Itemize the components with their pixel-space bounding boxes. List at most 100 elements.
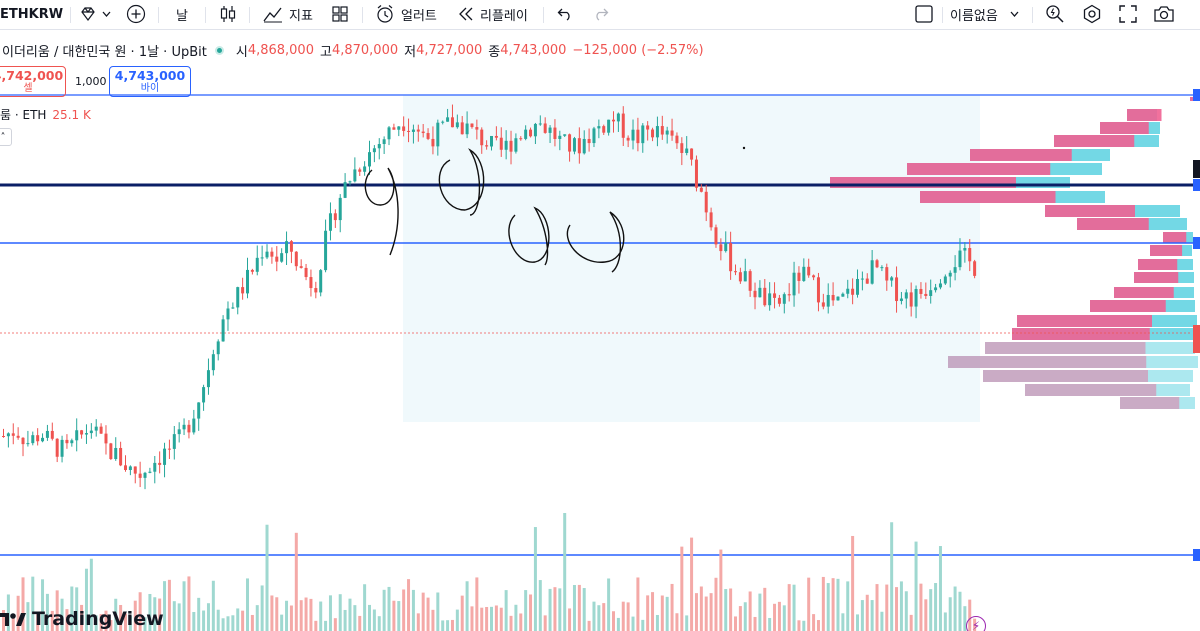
candle-up xyxy=(153,462,157,472)
hexagon-gear-icon xyxy=(1083,4,1101,24)
volume-bar xyxy=(6,594,10,631)
volume-legend: 룸 · ETH 25.1 K xyxy=(0,106,91,123)
volume-bar xyxy=(670,583,674,631)
alert-button[interactable]: 얼러트 xyxy=(375,0,437,28)
interval-button[interactable]: 날 xyxy=(176,0,188,28)
candle-up xyxy=(60,439,64,457)
order-quantity[interactable]: 1,000 xyxy=(75,75,107,88)
candle-down xyxy=(392,127,396,130)
toolbar-divider xyxy=(942,7,943,23)
volume-bar xyxy=(416,613,420,631)
volume-bar xyxy=(206,603,210,631)
candle-up xyxy=(504,140,508,150)
candle-up xyxy=(533,123,537,137)
volume-bar xyxy=(172,601,176,631)
symbol-title[interactable]: 이더리움 / 대한민국 원 · 1날 · UpBit xyxy=(2,44,207,60)
volume-profile-down-bar xyxy=(1077,218,1149,230)
candle-down xyxy=(714,227,718,245)
volume-bar xyxy=(821,576,825,631)
candle-down xyxy=(660,126,664,135)
indicators-button[interactable]: 지표 xyxy=(263,0,313,28)
volume-bar xyxy=(304,597,308,631)
candle-up xyxy=(958,250,962,268)
candle-down xyxy=(753,290,757,298)
volume-bar xyxy=(36,614,40,631)
quick-search-button[interactable] xyxy=(1045,0,1065,28)
candle-up xyxy=(206,370,210,388)
low-value: 4,727,000 xyxy=(416,42,483,58)
compare-add-button[interactable] xyxy=(126,0,146,28)
candle-up xyxy=(948,272,952,277)
candle-up xyxy=(934,287,938,291)
settings-button[interactable] xyxy=(1082,0,1102,28)
candle-up xyxy=(387,127,391,140)
candle-up xyxy=(514,138,518,152)
candle-down xyxy=(167,448,171,450)
fullscreen-button[interactable] xyxy=(1119,0,1137,28)
candle-up xyxy=(382,139,386,145)
candle-up xyxy=(846,288,850,294)
volume-bar xyxy=(895,587,899,631)
volume-profile-down-bar xyxy=(983,370,1148,382)
volume-bar xyxy=(50,610,54,631)
redo-button[interactable] xyxy=(593,0,609,28)
volume-bar xyxy=(587,620,591,631)
volume-bar xyxy=(31,576,35,631)
chart-type-button[interactable] xyxy=(219,0,237,28)
candle-up xyxy=(89,430,93,434)
candle-up xyxy=(114,447,118,460)
candle-down xyxy=(924,293,928,296)
tradingview-watermark[interactable]: TradingView xyxy=(0,608,164,630)
volume-bar xyxy=(65,609,69,631)
volume-bar xyxy=(519,613,523,631)
layouts-button[interactable] xyxy=(332,0,348,28)
sell-button[interactable]: 4,742,000 셀 xyxy=(0,66,66,97)
hand-drawn-annotation xyxy=(508,206,550,266)
volume-bar xyxy=(250,614,254,631)
collapse-legend-button[interactable]: ˄ xyxy=(0,128,12,146)
price-label-marker xyxy=(1193,160,1200,178)
volume-bar xyxy=(45,593,49,631)
undo-button[interactable] xyxy=(557,0,573,28)
volume-profile-down-bar xyxy=(1127,109,1162,121)
volume-bar xyxy=(26,602,30,631)
candle-up xyxy=(899,298,903,302)
volume-bar xyxy=(909,614,913,631)
candle-down xyxy=(690,148,694,160)
gem-dropdown-button[interactable] xyxy=(80,0,111,28)
volume-bar xyxy=(216,609,220,631)
volume-bar xyxy=(826,583,830,631)
candle-down xyxy=(973,261,977,276)
volume-bar xyxy=(411,589,415,631)
volume-bar xyxy=(221,618,225,631)
volume-bar xyxy=(470,606,474,631)
close-value: 4,743,000 xyxy=(500,42,567,58)
candle-down xyxy=(475,127,479,130)
layout-checkbox[interactable] xyxy=(915,0,933,28)
candle-down xyxy=(124,465,127,470)
candle-up xyxy=(246,269,249,294)
volume-bar xyxy=(568,608,572,631)
volume-profile-down-bar xyxy=(1054,135,1135,147)
price-line-label-marker xyxy=(1193,179,1200,191)
candle-down xyxy=(11,433,15,436)
volume-bar xyxy=(685,615,689,631)
candle-up xyxy=(411,129,415,132)
volume-bar xyxy=(626,602,630,631)
replay-button[interactable]: 리플레이 xyxy=(458,0,528,28)
buy-button[interactable]: 4,743,000 바이 xyxy=(109,66,191,97)
volume-bar xyxy=(787,584,791,631)
symbol-search[interactable]: ETHKRW xyxy=(0,0,63,28)
lightning-icon[interactable]: ⚡ xyxy=(966,616,986,631)
candle-down xyxy=(470,123,474,128)
alarm-clock-icon xyxy=(377,5,393,23)
volume-bar xyxy=(343,609,347,631)
snapshot-button[interactable] xyxy=(1153,0,1175,28)
layout-name-dropdown[interactable]: 이름없음 xyxy=(950,0,1019,28)
volume-bar xyxy=(124,613,127,631)
volume-bar xyxy=(280,614,284,631)
candle-down xyxy=(568,134,572,152)
volume-bar xyxy=(748,591,752,631)
